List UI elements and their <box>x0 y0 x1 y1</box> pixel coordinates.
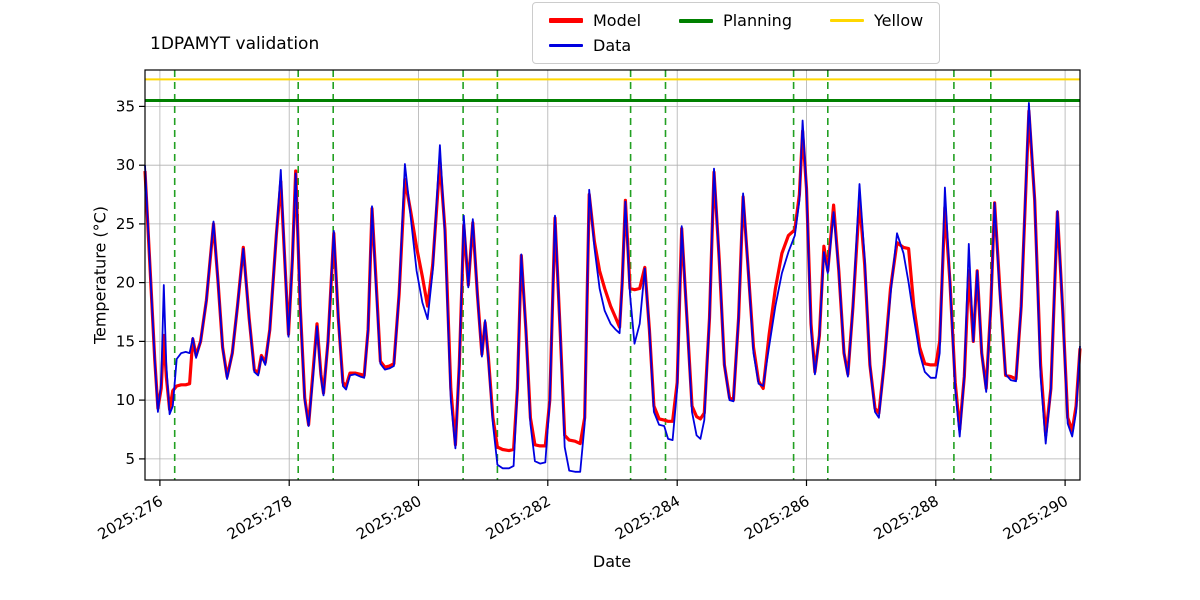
legend-label-planning: Planning <box>723 11 792 30</box>
series-line-data <box>144 102 1081 473</box>
x-tick-label: 2025:282 <box>483 492 554 544</box>
y-tick-label: 20 <box>116 274 135 292</box>
x-tick-label: 2025:288 <box>871 492 942 544</box>
y-tick-label: 5 <box>125 450 135 468</box>
legend-item-data: Data <box>549 36 641 55</box>
plot-frame <box>144 69 1081 481</box>
chart-title: 1DPAMYT validation <box>150 34 320 54</box>
planning-line-swatch <box>679 18 714 23</box>
x-axis-label: Date <box>592 552 632 571</box>
y-tick-label: 35 <box>116 97 135 115</box>
y-tick-label: 25 <box>116 215 135 233</box>
legend-label-model: Model <box>593 11 642 30</box>
legend-item-planning: Planning <box>679 11 792 30</box>
x-tick-label: 2025:284 <box>612 492 683 544</box>
model-line-swatch <box>549 18 583 23</box>
x-tick-label: 2025:290 <box>1000 492 1071 544</box>
legend-label-yellow: Yellow <box>873 11 924 30</box>
x-tick-label: 2025:278 <box>224 492 295 544</box>
legend-item-yellow: Yellow <box>829 11 924 30</box>
y-tick-label: 15 <box>116 332 135 350</box>
y-tick-label: 30 <box>116 156 135 174</box>
x-tick-label: 2025:280 <box>353 492 424 544</box>
yellow-line-swatch <box>829 19 864 22</box>
chart-legend: Model Data Planning Yellow <box>532 2 941 64</box>
x-tick-label: 2025:276 <box>95 492 166 544</box>
legend-label-data: Data <box>593 36 632 55</box>
y-tick-label: 10 <box>116 391 135 409</box>
x-tick-label: 2025:286 <box>741 492 812 544</box>
data-line-swatch <box>549 44 583 47</box>
legend-item-model: Model <box>549 11 641 30</box>
